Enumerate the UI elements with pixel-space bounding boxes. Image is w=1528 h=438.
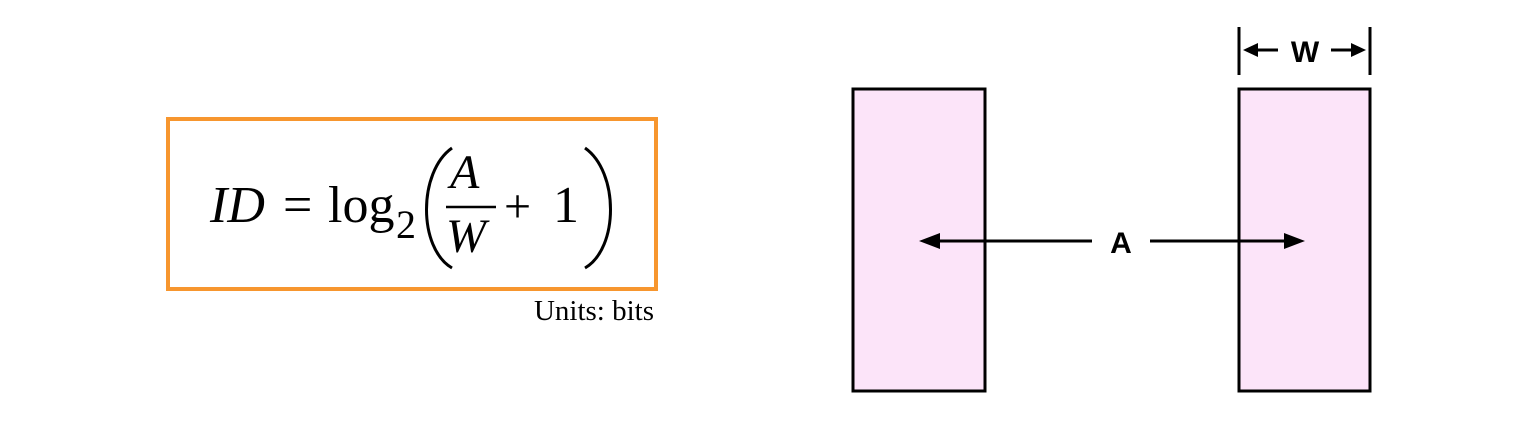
formula-plus: + <box>504 180 531 233</box>
formula-equals: = <box>283 177 312 234</box>
formula-box <box>166 117 658 291</box>
width-arrow-right <box>1351 43 1366 57</box>
formula: ID = log 2 A W + 1 <box>209 146 612 270</box>
formula-right-paren <box>584 146 612 270</box>
formula-log: log <box>328 177 394 234</box>
formula-lhs: ID <box>209 177 265 234</box>
distance-label: A <box>1110 227 1132 260</box>
width-arrow-left <box>1243 43 1258 57</box>
distance-dimension: A <box>919 227 1305 260</box>
formula-log-base: 2 <box>396 202 416 247</box>
distance-arrow-right <box>1284 233 1305 249</box>
units-caption: Units: bits <box>534 295 654 327</box>
formula-left-paren <box>425 146 453 270</box>
formula-numerator: A <box>447 146 480 199</box>
formula-one: 1 <box>553 177 579 234</box>
distance-arrow-left <box>919 233 940 249</box>
formula-denominator: W <box>446 210 490 263</box>
width-dimension: W <box>1237 27 1372 75</box>
width-label: W <box>1291 36 1320 69</box>
